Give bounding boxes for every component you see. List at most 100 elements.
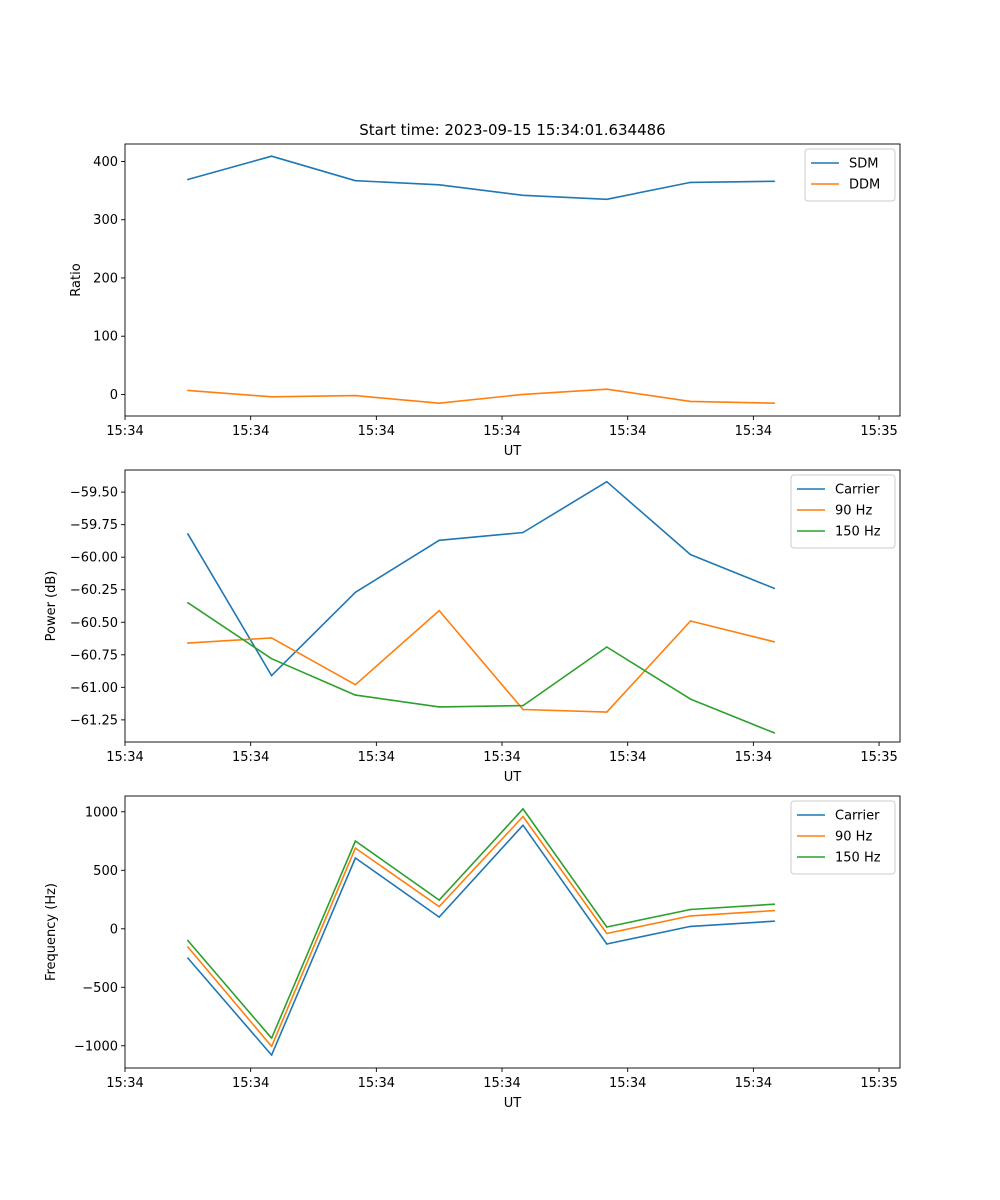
y-tick-label: 200 [93,271,118,286]
x-tick-label: 15:34 [609,750,646,765]
chart-title: Start time: 2023-09-15 15:34:01.634486 [359,121,665,139]
x-tick-label: 15:34 [609,1076,646,1091]
x-tick-label: 15:34 [735,1076,772,1091]
data-point [522,708,524,711]
data-point [438,402,440,404]
y-tick-label: −60.25 [70,583,118,598]
x-tick-label: 15:34 [609,424,646,439]
y-axis-label: Power (dB) [44,571,59,642]
x-tick-label: 15:34 [106,750,143,765]
data-point [354,683,357,686]
data-point [438,183,440,186]
series-line-150-hz [187,602,775,734]
x-tick-label: 15:34 [358,750,395,765]
legend-label: SDM [849,157,878,172]
x-axis-label: UT [504,770,522,785]
data-point [689,915,692,917]
series-line-carrier [187,824,775,1056]
x-axis-label: UT [504,1096,522,1111]
x-tick-label: 15:34 [735,750,772,765]
data-point [522,393,524,396]
data-point [187,389,189,392]
series-line-90-hz [187,815,775,1048]
data-point [522,808,524,810]
data-point [438,899,440,901]
data-point [187,178,189,181]
x-tick-label: 15:34 [735,424,772,439]
data-point [354,840,357,842]
x-tick-label: 15:34 [106,1076,143,1091]
y-tick-label: 500 [93,864,118,879]
data-point [689,620,692,622]
legend-label: DDM [849,178,880,193]
data-point [605,943,608,945]
data-point [354,179,357,182]
data-point [605,480,608,483]
legend-label: Carrier [835,809,880,824]
legend-label: Carrier [835,483,880,498]
series-line-90-hz [187,609,775,713]
data-point [354,847,357,849]
y-tick-label: −60.75 [70,648,118,663]
x-tick-label: 15:34 [483,1076,520,1091]
data-point [605,711,608,713]
y-tick-label: −60.50 [70,616,118,631]
y-axis-label: Ratio [69,263,84,296]
data-point [773,903,776,906]
data-point [270,674,273,677]
data-point [270,395,273,398]
y-tick-label: −61.00 [70,681,118,696]
legend-label: 150 Hz [835,851,881,866]
data-point [354,394,357,397]
x-tick-label: 15:35 [860,1076,897,1091]
data-point [605,198,608,201]
data-point [270,637,273,639]
y-tick-label: 400 [93,155,118,170]
data-point [270,155,273,158]
data-point [773,640,776,643]
x-tick-label: 15:35 [860,424,897,439]
data-point [438,905,440,908]
x-tick-label: 15:34 [483,424,520,439]
x-tick-label: 15:34 [232,750,269,765]
data-point [270,1054,273,1056]
chart-panel-1: Start time: 2023-09-15 15:34:01.634486 15… [69,121,901,459]
chart-panel-3: 15:34 15:34 15:34 15:34 15:34 15:34 15:35 −1000… [44,795,901,1111]
series-line-150-hz [187,808,775,1039]
x-tick-label: 15:34 [483,750,520,765]
series-line-sdm [187,155,775,201]
y-tick-label: 100 [93,330,118,345]
legend-label: 90 Hz [835,504,872,519]
x-tick-label: 15:34 [232,424,269,439]
legend: Carrier 90 Hz 150 Hz [790,800,896,875]
data-point [773,180,776,183]
data-point [689,181,692,184]
x-tick-label: 15:34 [232,1076,269,1091]
data-point [354,694,357,696]
data-point [354,857,357,859]
data-point [187,642,189,644]
legend-box [804,148,896,202]
y-tick-label: −59.75 [70,518,118,533]
data-point [522,194,524,197]
chart-panel-2: 15:34 15:34 15:34 15:34 15:34 15:34 15:35 −61.2… [44,469,901,785]
series-line-carrier [187,480,775,677]
data-point [187,946,189,948]
y-tick-label: −60.00 [70,551,118,566]
data-point [187,957,189,959]
x-axis-label: UT [504,444,522,459]
series-line-ddm [187,388,775,405]
y-tick-label: 0 [110,388,118,403]
y-tick-label: 1000 [85,805,118,820]
data-point [689,400,692,403]
data-point [605,388,608,391]
axes-frame [124,469,901,743]
data-point [522,531,524,534]
data-point [270,1037,273,1039]
x-tick-label: 15:34 [106,424,143,439]
data-point [270,657,273,660]
data-point [354,591,357,594]
legend: Carrier 90 Hz 150 Hz [790,474,896,549]
data-point [773,587,776,590]
